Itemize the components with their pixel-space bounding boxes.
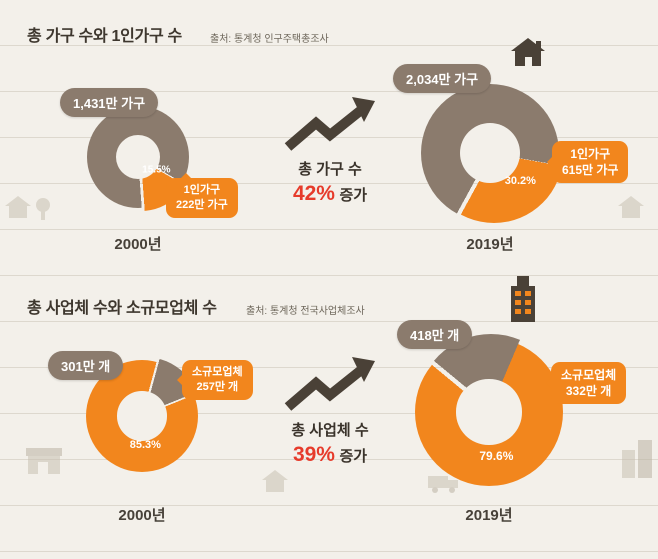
decor-house-icon xyxy=(618,196,644,218)
decor-truck-icon xyxy=(428,476,458,493)
badge-title: 소규모업체 xyxy=(192,366,243,378)
total-badge-households-2019: 2,034만 가구 xyxy=(393,64,492,93)
slice-percent-label: 15.5% xyxy=(142,164,171,176)
growth-word: 증가 xyxy=(339,187,368,204)
growth-word: 증가 xyxy=(339,448,368,465)
section2-title: 총 사업체 수와 소규모업체 수 xyxy=(27,300,217,317)
growth-label: 총 가구 수 xyxy=(298,161,362,178)
year-label-businesses-2019: 2019년 xyxy=(465,507,513,524)
decor-shop-icon xyxy=(26,448,62,474)
house-icon xyxy=(511,38,545,66)
growth-percent: 39% xyxy=(292,443,335,466)
donut-hole xyxy=(115,134,161,180)
year-label-businesses-2000: 2000년 xyxy=(118,507,166,524)
decor-tree-icon xyxy=(36,198,50,220)
badge-value: 615만 가구 xyxy=(562,163,619,178)
badge-title: 1인가구 xyxy=(570,147,611,161)
decor-house-icon xyxy=(5,196,31,218)
slice-percent-label: 79.6% xyxy=(479,449,514,464)
growth-label: 총 사업체 수 xyxy=(291,422,369,439)
donut-hole xyxy=(117,391,167,441)
section1-title: 총 가구 수와 1인가구 수 xyxy=(27,28,182,45)
slice-percent-label: 85.3% xyxy=(129,439,161,452)
growth-text-businesses: 총 사업체 수 39% 증가 xyxy=(258,419,402,467)
donut-households-2019: 30.2% xyxy=(421,84,563,223)
small-business-badge-2000: 소규모업체 257만 개 xyxy=(182,360,253,400)
total-badge-businesses-2000: 301만 개 xyxy=(48,351,124,380)
badge-title: 소규모업체 xyxy=(561,368,617,382)
total-badge-businesses-2019: 418만 개 xyxy=(397,320,473,349)
decor-house-icon xyxy=(262,470,288,492)
building-icon xyxy=(511,276,535,322)
donut-businesses-2019: 79.6% xyxy=(415,334,565,486)
growth-text-households: 총 가구 수 42% 증가 xyxy=(264,158,396,206)
single-household-badge-2019: 1인가구 615만 가구 xyxy=(552,141,629,184)
badge-value: 257만 개 xyxy=(196,380,239,393)
growth-arrow-icon xyxy=(284,97,375,151)
badge-value: 332만 개 xyxy=(565,384,612,399)
badge-title: 1인가구 xyxy=(183,184,221,196)
donut-hole xyxy=(456,379,522,445)
growth-arrow-icon xyxy=(284,357,375,411)
donut-hole xyxy=(459,122,521,184)
section1-source: 출처: 통계청 인구주택총조사 xyxy=(210,34,329,45)
growth-percent: 42% xyxy=(292,182,335,205)
single-household-badge-2000: 1인가구 222만 가구 xyxy=(166,173,238,218)
small-business-badge-2019: 소규모업체 332만 개 xyxy=(551,362,627,405)
year-label-households-2019: 2019년 xyxy=(466,236,514,253)
decor-buildings-icon xyxy=(622,440,652,478)
section2-source: 출처: 통계청 전국사업체조사 xyxy=(246,306,365,317)
year-label-households-2000: 2000년 xyxy=(114,236,162,253)
total-badge-households-2000: 1,431만 가구 xyxy=(60,88,159,117)
badge-value: 222만 가구 xyxy=(176,198,228,211)
slice-percent-label: 30.2% xyxy=(504,174,536,187)
